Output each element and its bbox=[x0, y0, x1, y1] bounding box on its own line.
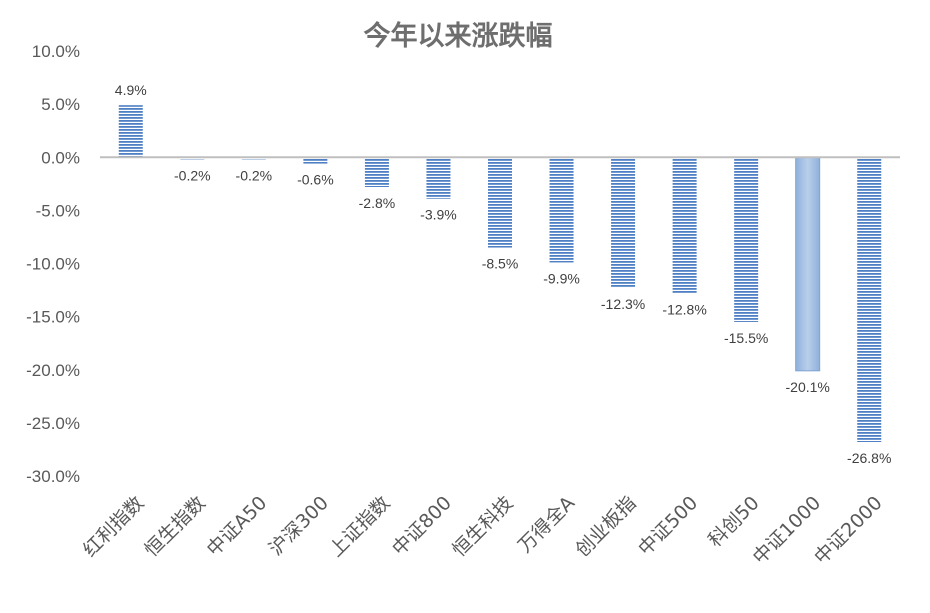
x-tick-label: 中证2000 bbox=[810, 492, 887, 569]
bar-5 bbox=[364, 157, 389, 187]
data-label: -0.2% bbox=[174, 167, 211, 183]
data-label: -3.9% bbox=[420, 207, 457, 223]
x-tick-label: 万得全A bbox=[514, 492, 579, 557]
x-tick-label: 中证800 bbox=[388, 492, 456, 560]
y-tick-label: -5.0% bbox=[36, 201, 80, 220]
data-labels: 4.9% -0.2% -0.2% -0.6% -2.8% -3.9% -8.5% -9.9% -… bbox=[115, 82, 892, 466]
bar-1 bbox=[118, 105, 143, 158]
bar-13 bbox=[857, 157, 882, 442]
y-tick-label: -20.0% bbox=[26, 361, 80, 380]
y-tick-label: 0.0% bbox=[41, 148, 80, 167]
chart-title: 今年以来涨跌幅 bbox=[364, 20, 553, 52]
bar-8 bbox=[549, 157, 574, 263]
data-label: -15.5% bbox=[724, 330, 768, 346]
y-tick-label: 5.0% bbox=[41, 95, 80, 114]
y-tick-label: -25.0% bbox=[26, 414, 80, 433]
x-tick-label: 创业板指 bbox=[571, 492, 640, 561]
y-axis: 10.0% 5.0% 0.0% -5.0% -10.0% -15.0% -20.0% -25.… bbox=[26, 42, 80, 486]
bar-9 bbox=[611, 157, 636, 288]
bar-4 bbox=[303, 157, 328, 164]
bar-3 bbox=[241, 157, 266, 160]
bars bbox=[118, 105, 882, 442]
bar-11 bbox=[734, 157, 759, 322]
x-tick-label: 中证500 bbox=[634, 492, 702, 560]
bar-2 bbox=[180, 157, 205, 160]
x-tick-label: 科创50 bbox=[704, 492, 764, 552]
bar-6 bbox=[426, 157, 451, 199]
data-label: -0.6% bbox=[297, 172, 334, 188]
data-label: -0.2% bbox=[236, 167, 273, 183]
data-label: -20.1% bbox=[786, 379, 830, 395]
x-tick-label: 恒生指数 bbox=[141, 492, 210, 561]
x-tick-label: 红利指数 bbox=[79, 492, 148, 561]
data-label: -26.8% bbox=[847, 450, 891, 466]
y-tick-label: -30.0% bbox=[26, 467, 80, 486]
data-label: 4.9% bbox=[115, 82, 147, 98]
x-tick-label: 中证A50 bbox=[203, 492, 272, 561]
bar-12 bbox=[795, 156, 821, 372]
data-label: -8.5% bbox=[482, 256, 519, 272]
x-tick-label: 恒生科技 bbox=[448, 492, 517, 561]
x-tick-label: 沪深300 bbox=[265, 492, 333, 560]
data-label: -12.8% bbox=[662, 301, 706, 317]
data-label: -12.3% bbox=[601, 296, 645, 312]
data-label: -9.9% bbox=[543, 270, 580, 286]
y-tick-label: 10.0% bbox=[32, 42, 80, 61]
bar-7 bbox=[488, 157, 512, 248]
x-axis: 红利指数恒生指数中证A50沪深300上证指数中证800恒生科技万得全A创业板指中… bbox=[79, 492, 887, 569]
data-label: -2.8% bbox=[359, 195, 396, 211]
x-tick-label: 上证指数 bbox=[325, 492, 394, 561]
y-tick-label: -15.0% bbox=[26, 308, 80, 327]
y-tick-label: -10.0% bbox=[26, 255, 80, 274]
bar-10 bbox=[672, 157, 697, 294]
